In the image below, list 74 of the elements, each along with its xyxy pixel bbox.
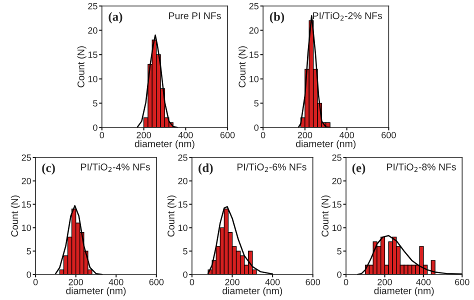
x-tick-label: 400 — [178, 132, 193, 138]
x-tick-label: 600 — [220, 132, 235, 138]
y-tick-label: 0 — [337, 271, 342, 278]
y-tick-label: 5 — [183, 248, 188, 254]
y-tick-label: 20 — [332, 178, 342, 184]
x-axis-title: diameter (nm) — [134, 140, 194, 150]
x-tick-label: 0 — [344, 278, 348, 286]
y-tick-label: 15 — [178, 201, 188, 208]
y-tick-label: 15 — [332, 201, 342, 208]
x-tick-label: 400 — [108, 278, 124, 286]
y-tick-label: 10 — [178, 224, 188, 232]
x-tick-label: 0 — [33, 278, 38, 286]
x-axis-title: diameter (nm) — [222, 287, 282, 296]
x-tick-label: 400 — [265, 278, 280, 286]
y-tick-label: 20 — [22, 178, 32, 184]
y-axis-title: Count (N) — [321, 196, 330, 237]
x-tick-label: 0 — [100, 132, 104, 138]
x-tick-label: 200 — [225, 278, 240, 286]
x-axis-title: diameter (nm) — [296, 140, 356, 150]
x-tick-label: 400 — [339, 132, 354, 138]
y-tick-label: 0 — [26, 271, 32, 278]
x-tick-label: 0 — [260, 132, 266, 138]
line-series — [136, 34, 178, 128]
y-tick-label: 20 — [178, 178, 188, 184]
x-tick-label: 0 — [190, 278, 194, 286]
y-tick-label: 15 — [22, 201, 32, 208]
annotation: (d) — [198, 163, 213, 175]
annotation: PI/TiO$_{2}$-6% NFs — [237, 163, 306, 172]
y-axis-title: Count (N) — [238, 46, 248, 88]
y-tick-label: 25 — [88, 2, 98, 10]
y-tick-label: 5 — [254, 100, 259, 107]
y-tick-label: 25 — [178, 154, 188, 161]
x-tick-label: 200 — [378, 278, 392, 286]
x-tick-label: 200 — [298, 132, 312, 138]
annotation: Pure PI NFs — [169, 12, 221, 20]
y-axis-title: Count (N) — [77, 46, 86, 88]
line-series — [207, 206, 274, 274]
x-tick-label: 200 — [68, 278, 84, 286]
x-tick-label: 600 — [306, 278, 320, 286]
y-tick-label: 10 — [332, 224, 342, 232]
x-tick-label: 400 — [416, 278, 431, 286]
y-tick-label: 15 — [250, 52, 259, 58]
y-axis-title: Count (N) — [167, 196, 176, 237]
annotation: PI/TiO$_{2}$-2% NFs — [313, 12, 382, 21]
y-tick-label: 10 — [88, 76, 98, 82]
y-tick-label: 10 — [250, 76, 259, 82]
y-tick-label: 15 — [88, 52, 98, 58]
x-axis-title: diameter (nm) — [66, 287, 126, 296]
line-series — [357, 235, 462, 274]
y-tick-label: 0 — [254, 124, 259, 131]
x-axis-title: diameter (nm) — [374, 287, 434, 296]
annotation: (b) — [270, 12, 284, 24]
y-axis-title: Count (N) — [10, 196, 20, 237]
y-tick-label: 20 — [249, 27, 259, 34]
y-tick-label: 20 — [88, 27, 98, 34]
y-tick-label: 25 — [22, 154, 32, 161]
annotation: (e) — [352, 163, 366, 175]
y-tick-label: 5 — [337, 248, 342, 254]
y-tick-label: 25 — [332, 154, 342, 161]
y-tick-label: 10 — [22, 224, 32, 232]
x-tick-label: 200 — [136, 132, 151, 138]
annotation: (a) — [108, 12, 122, 24]
x-tick-label: 600 — [455, 278, 470, 286]
y-tick-label: 5 — [93, 100, 98, 107]
y-tick-label: 25 — [249, 2, 259, 10]
line-series — [55, 205, 103, 274]
x-tick-label: 600 — [149, 278, 164, 286]
annotation: PI/TiO$_{2}$-8% NFs — [387, 163, 456, 172]
annotation: (c) — [42, 163, 55, 175]
y-tick-label: 0 — [183, 271, 188, 278]
x-tick-label: 600 — [382, 132, 396, 138]
annotation: PI/TiO$_{2}$-4% NFs — [81, 163, 150, 172]
y-tick-label: 0 — [93, 124, 98, 131]
y-tick-label: 5 — [26, 248, 32, 254]
